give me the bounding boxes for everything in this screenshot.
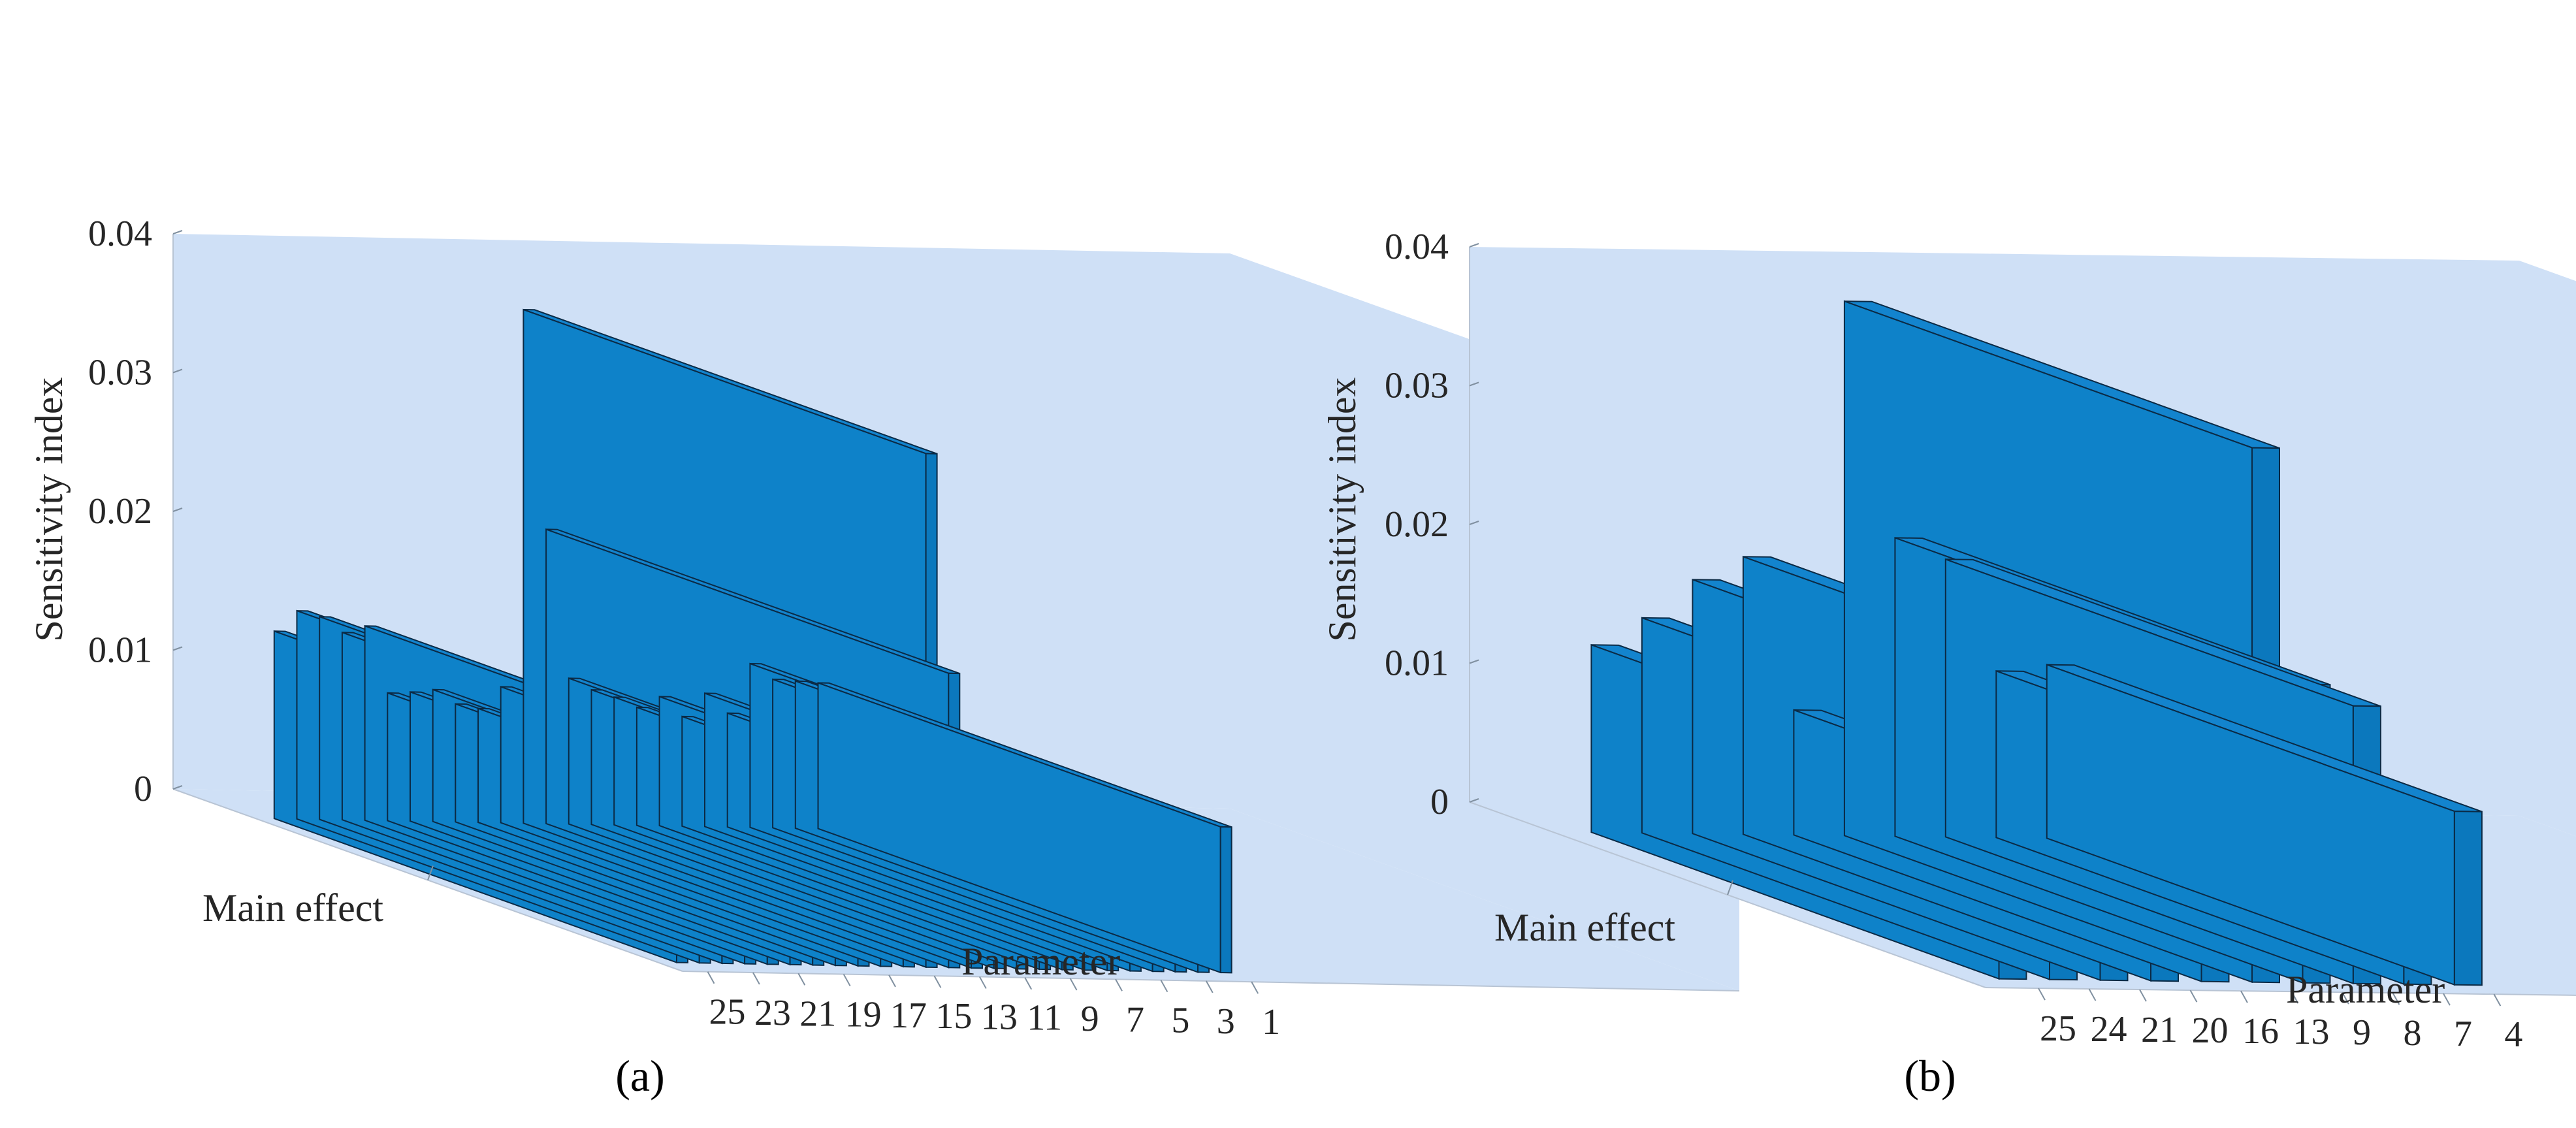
y-tick-label: 5 [1171,1001,1189,1041]
y-tick [1115,978,1123,991]
y-tick [843,974,851,987]
y-axis-label: Parameter [2286,968,2445,1011]
y-tick-label: 1 [1262,1002,1280,1042]
bar-side-face [1219,826,1232,974]
y-tick [2342,991,2349,1005]
y-tick [1069,978,1078,991]
y-tick-label: 9 [2353,1012,2371,1053]
x-tick [1727,880,1733,895]
y-tick [752,972,760,985]
panel-label: (a) [615,1051,664,1101]
y-tick-label: 23 [754,993,791,1033]
y-axis-line [682,971,1740,991]
y-tick [2088,988,2097,1001]
y-tick-label: 25 [709,992,745,1033]
y-tick [707,971,715,984]
z-tick-label: 0.01 [1385,643,1449,684]
y-tick [2392,992,2400,1005]
z-tick [1469,659,1479,664]
y-tick-label: 21 [799,993,836,1034]
y-tick [978,976,987,989]
y-tick-label: 9 [1081,999,1099,1039]
y-tick-label: 3 [1217,1001,1235,1042]
y-tick [2240,990,2248,1003]
z-tick-label: 0.02 [1385,504,1449,545]
y-tick-label: 20 [2191,1010,2228,1051]
y-tick-label: 4 [2504,1014,2522,1055]
z-tick [172,368,183,374]
y-tick-label: 7 [2454,1014,2472,1054]
y-tick-label: 24 [2090,1009,2127,1050]
z-tick [172,508,183,512]
bar-side-face [2453,811,2483,986]
y-axis-label: Parameter [961,940,1120,983]
y-tick-label: 19 [845,995,882,1035]
y-tick [1024,977,1033,990]
z-tick-label: 0.03 [88,353,152,393]
y-tick [797,973,806,986]
y-tick [2038,988,2046,1001]
z-tick-label: 0 [134,769,152,809]
y-tick [933,975,942,988]
z-tick-label: 0.04 [88,214,152,254]
y-axis-line [1985,987,2576,996]
bars [273,308,1232,974]
z-tick [172,646,183,651]
bars [1590,300,2483,986]
y-tick [1160,980,1168,993]
z-tick [1469,381,1479,387]
bar-param-4 [2046,664,2483,986]
z-tick-label: 0 [1430,782,1449,822]
y-tick [2189,990,2198,1003]
z-tick [172,230,183,234]
y-tick-label: 7 [1126,999,1144,1040]
z-axis-label: Sensitivity index [27,378,71,642]
y-tick-label: 17 [890,995,927,1036]
z-tick [1469,798,1479,803]
y-tick [2139,989,2147,1002]
z-tick [1469,521,1479,525]
z-tick-label: 0.03 [1385,366,1449,406]
x-axis-label: Main effect [202,886,383,929]
y-tick [2291,991,2299,1004]
z-tick-label: 0.04 [1385,227,1449,267]
z-tick [172,785,183,790]
z-axis-label: Sensitivity index [1321,378,1364,642]
y-tick-label: 15 [935,996,972,1037]
y-tick-label: 8 [2403,1013,2421,1054]
side-wall [2519,261,2576,837]
bar-param-1 [817,682,1232,974]
z-tick-label: 0.01 [88,630,152,671]
y-tick-label: 21 [2141,1010,2178,1050]
y-tick-label: 25 [2040,1008,2076,1049]
y-tick [2493,993,2502,1007]
z-tick [1469,243,1479,248]
y-tick-label: 16 [2242,1011,2279,1052]
y-tick [2443,993,2451,1006]
y-tick [1251,981,1259,994]
y-tick-label: 13 [2293,1012,2329,1052]
y-tick-label: 11 [1027,998,1062,1039]
y-tick [888,975,896,988]
panel-label: (b) [1904,1051,1956,1101]
x-axis-label: Main effect [1494,906,1675,949]
y-tick-label: 13 [981,997,1018,1037]
x-tick [427,865,434,880]
y-tick [1205,980,1214,993]
z-tick-label: 0.02 [88,491,152,532]
